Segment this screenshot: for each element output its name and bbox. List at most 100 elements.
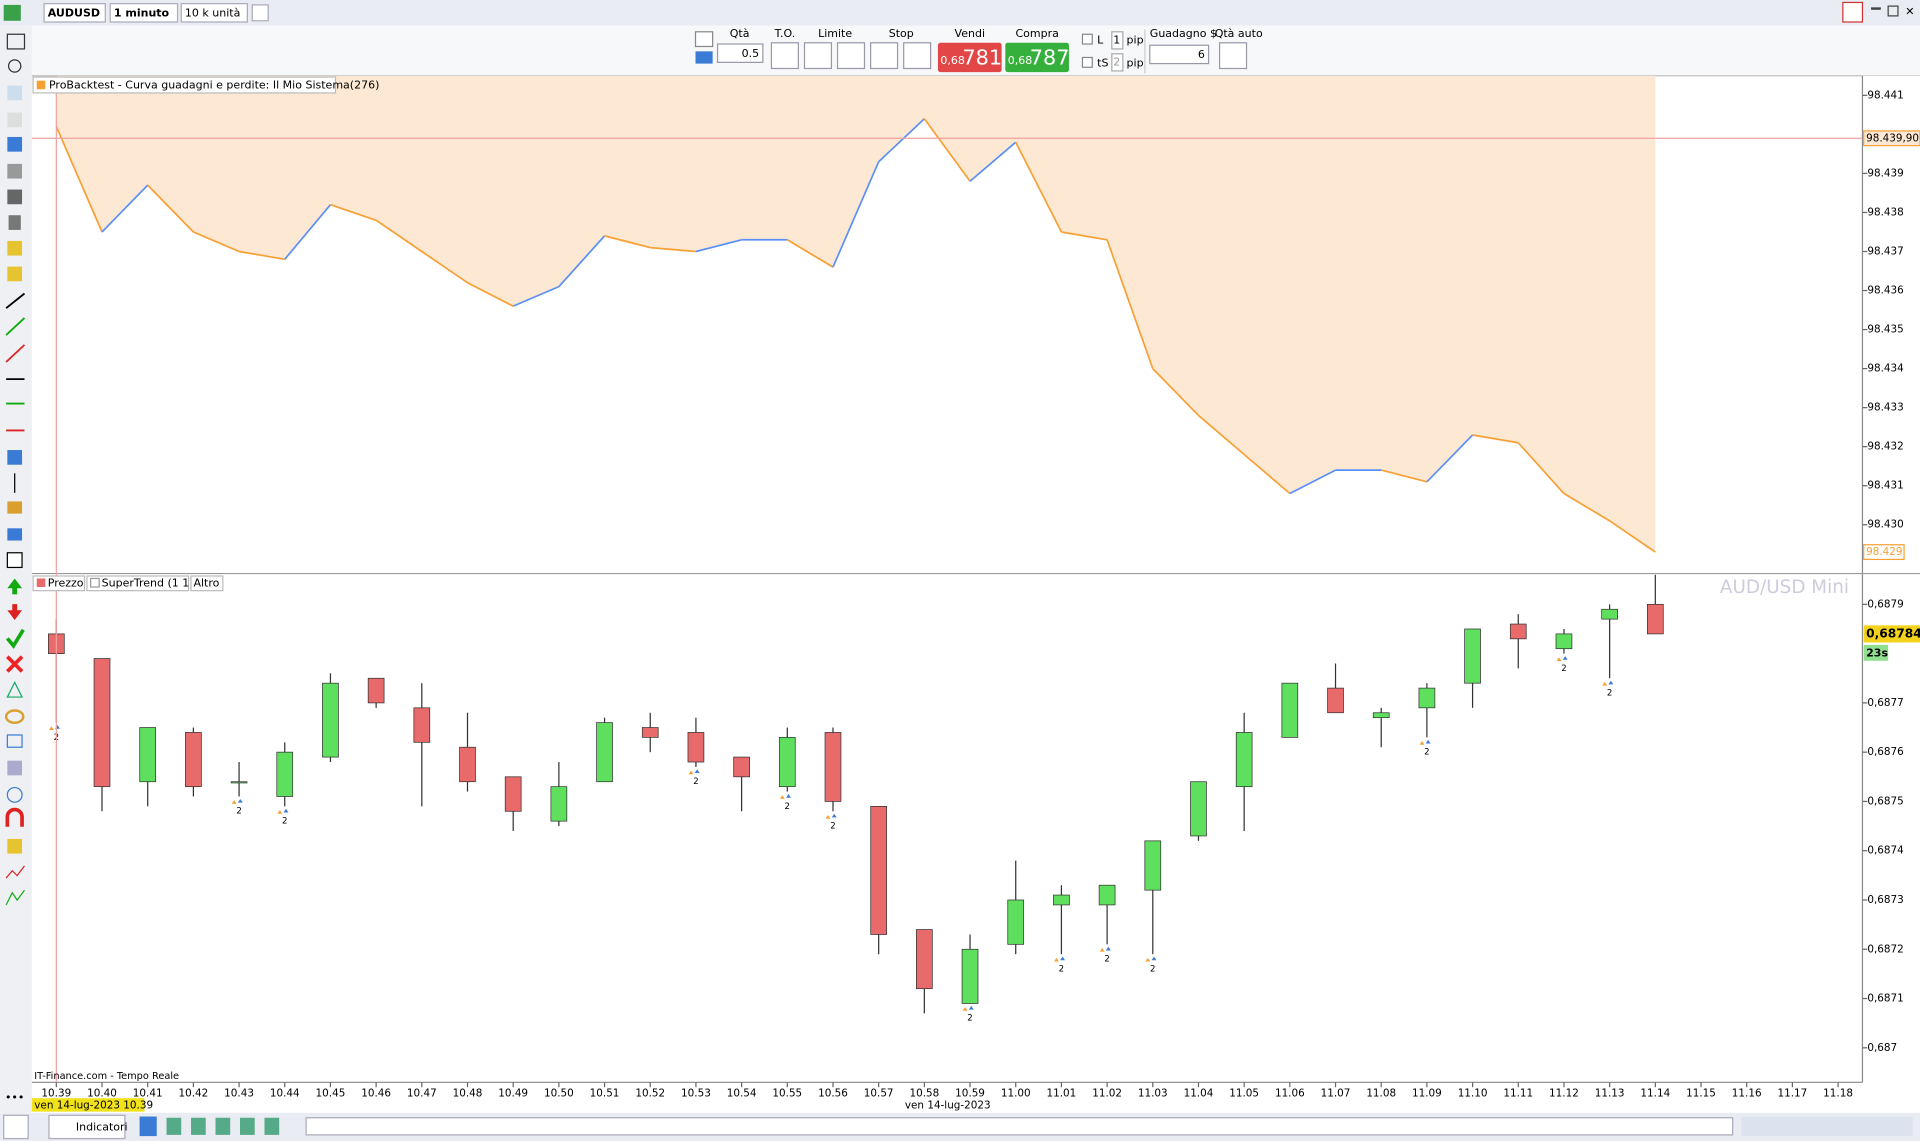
tool-icon[interactable] [6,33,26,50]
auto-qty-button[interactable] [1218,42,1248,70]
tool-icon[interactable] [5,628,25,649]
tool-icon[interactable] [7,59,22,73]
candle-body [1007,899,1025,945]
tool-icon[interactable] [7,112,23,128]
info-button[interactable] [251,4,269,22]
candle-body [1418,687,1436,709]
candle-body [185,732,202,788]
equity-segment [695,238,742,253]
candle-body [733,756,750,778]
share-button[interactable] [139,1116,157,1137]
tool-icon[interactable] [5,317,26,336]
stop-sell-button[interactable] [903,42,932,70]
tool-icon[interactable] [7,266,23,282]
tool-icon[interactable] [6,681,24,698]
tool-icon[interactable] [7,604,23,621]
l-pips-input[interactable] [1111,31,1124,50]
tool-icon[interactable] [7,578,23,595]
sell-button[interactable] [937,42,1002,73]
legend-box[interactable] [190,575,224,592]
tool-icon[interactable] [7,189,23,205]
tool-icon[interactable] [6,734,23,748]
settings-button[interactable] [694,31,714,48]
tool-icon[interactable] [7,240,23,256]
l-label: L [1097,33,1104,46]
tool-button[interactable] [191,1117,206,1135]
y-tick-label: 0,6874 [1867,845,1904,857]
tool-icon[interactable] [7,760,23,776]
trade-arrow [831,813,837,818]
tool-icon[interactable] [7,450,23,465]
scrollbar[interactable] [305,1117,1734,1136]
trade-label: 2 [1150,964,1155,974]
equity-segment [147,184,194,233]
tool-icon[interactable] [8,215,21,230]
gain-input[interactable] [1149,44,1210,65]
candle-body [1235,732,1253,788]
restore-button[interactable] [1887,5,1899,17]
tool-icon[interactable] [5,344,26,363]
sync-button[interactable] [1842,1,1864,23]
symbol-selector[interactable] [43,3,106,23]
tool-icon[interactable] [6,552,23,569]
limit-buy-button[interactable] [803,42,833,70]
tool-icon[interactable] [7,838,23,854]
y-tick-label: 98.436 [1867,285,1903,297]
trade-arrow [283,808,289,813]
tool-button[interactable] [264,1117,280,1135]
more-tools[interactable]: ••• [5,1091,24,1104]
tool-icon[interactable] [7,501,23,514]
equity-segment [421,250,468,284]
to-button[interactable] [770,42,799,70]
tool-icon[interactable] [5,807,24,827]
legend-swatch [36,80,46,90]
qty-value: 0.5 [742,47,760,60]
tool-icon[interactable] [6,786,23,803]
buy-prefix: 0,68 [1008,54,1033,67]
units-selector[interactable] [180,3,248,23]
tool-button[interactable] [240,1117,255,1135]
legend-box[interactable] [32,575,86,592]
legend-box[interactable] [86,575,190,592]
stop-buy-button[interactable] [870,42,899,70]
tool-icon[interactable] [5,889,25,906]
l-checkbox[interactable] [1081,33,1093,45]
close-button[interactable]: ✕ [1905,5,1914,18]
y-tick-label: 98.430 [1867,519,1903,531]
trade-arrow [48,726,54,730]
candle-body [1053,894,1070,906]
y-tick-label: 0,6877 [1867,697,1903,709]
keyboard-button[interactable] [695,51,713,64]
tool-icon[interactable] [5,292,26,309]
x-tick-label: 10.59 [955,1087,985,1099]
zoom-controls[interactable] [1741,1116,1913,1137]
watermark: AUD/USD Mini [1720,577,1849,598]
tool-button[interactable] [166,1117,182,1135]
indicators-button[interactable] [48,1114,126,1140]
ts-pips-input[interactable] [1111,53,1124,72]
buy-button[interactable] [1005,42,1069,73]
tool-icon[interactable] [7,85,23,101]
minimize-button[interactable] [1871,7,1881,10]
tool-icon[interactable] [5,865,25,879]
ts-checkbox[interactable] [1081,56,1093,68]
tool-icon[interactable] [7,136,23,152]
draw-button[interactable] [3,1114,29,1140]
timeframe-selector[interactable] [109,3,179,23]
tool-icon[interactable] [7,163,23,179]
trade-arrow [779,795,785,799]
tool-icon[interactable] [4,709,25,724]
x-tick-label: 11.10 [1458,1087,1488,1099]
candle-body [596,722,613,783]
cursor-date-tag [31,1098,145,1112]
buy-price: 787 [1030,46,1070,70]
limit-sell-button[interactable] [836,42,866,70]
trade-arrow [1602,681,1608,686]
qty-input[interactable] [716,43,764,63]
tool-icon[interactable] [7,528,23,541]
equity-segment [284,204,332,260]
tool-button[interactable] [215,1117,231,1135]
x-tick-label: 11.18 [1823,1087,1853,1099]
tool-icon[interactable] [6,655,24,673]
y-tick-label: 0,6876 [1867,746,1903,758]
